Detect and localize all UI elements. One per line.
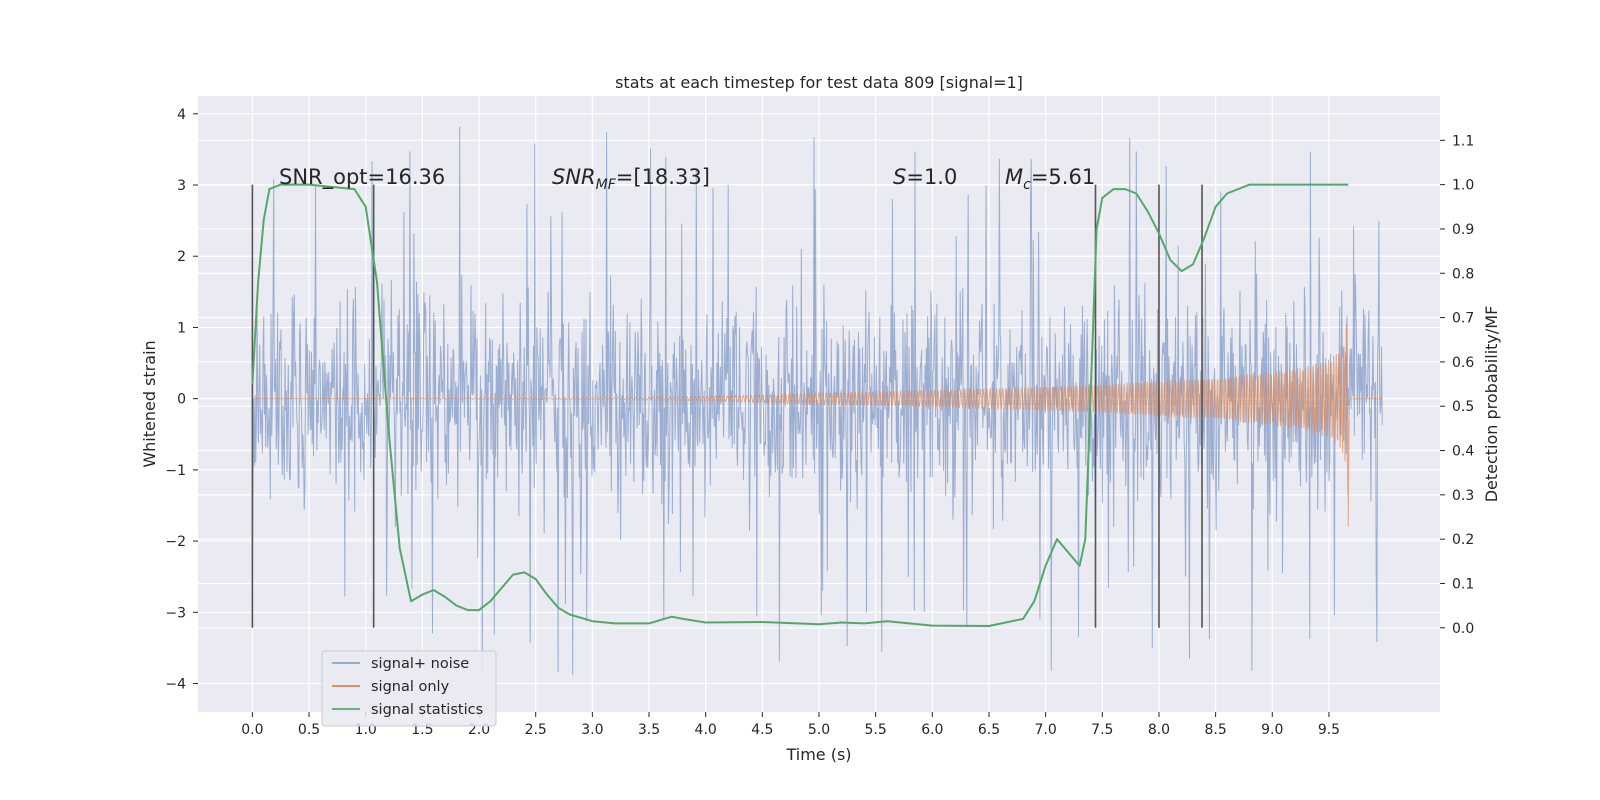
y-tick-label: −3 — [165, 605, 186, 621]
signal-noise-series — [251, 126, 1383, 676]
y-tick-label: 4 — [177, 107, 186, 123]
y2-tick-label: 0.7 — [1452, 311, 1474, 327]
snr-mf-annotation: SNRMF=[18.33] — [552, 165, 710, 193]
s-annotation: S=1.0 — [893, 165, 957, 189]
mc-sub: c — [1023, 177, 1031, 193]
y-axis-label: Whitened strain — [140, 340, 159, 467]
y2-tick-label: 1.0 — [1452, 178, 1474, 194]
y-tick-label: −1 — [165, 463, 186, 479]
x-tick-label: 7.0 — [1035, 722, 1057, 738]
x-tick-label: 6.0 — [921, 722, 943, 738]
s-rest: =1.0 — [906, 165, 957, 189]
signal-statistics-series — [251, 183, 1349, 627]
y-axis-ticks: 4 3 2 1 0 −1 −2 −3 −4 — [165, 107, 198, 693]
legend: signal+ noise signal only signal statist… — [321, 650, 497, 727]
y-tick-label: 3 — [177, 178, 186, 194]
signal-noise-line — [251, 126, 1383, 676]
y-tick-label: 1 — [177, 320, 186, 336]
y2-tick-label: 0.5 — [1452, 399, 1474, 415]
snr-mf-sub: MF — [596, 177, 617, 193]
x-tick-label: 8.5 — [1204, 722, 1226, 738]
x-tick-label: 4.0 — [695, 722, 717, 738]
x-tick-label: 9.0 — [1261, 722, 1283, 738]
mc-main: M — [1005, 165, 1023, 189]
legend-box — [321, 650, 497, 727]
x-tick-label: 9.5 — [1318, 722, 1340, 738]
x-tick-label: 4.5 — [751, 722, 773, 738]
y2-axis-label: Detection probability/MF — [1482, 306, 1501, 503]
y2-tick-label: 0.6 — [1452, 355, 1474, 371]
x-tick-label: 3.0 — [581, 722, 603, 738]
signal-only-series — [252, 323, 1383, 527]
y2-tick-label: 0.9 — [1452, 222, 1474, 238]
snr-opt-annotation: SNR_opt=16.36 — [279, 165, 445, 190]
snr-mf-rest: =[18.33] — [616, 165, 710, 189]
chart-title: stats at each timestep for test data 809… — [615, 73, 1023, 92]
y2-tick-label: 0.8 — [1452, 266, 1474, 282]
legend-label-noise: signal+ noise — [371, 656, 469, 672]
x-tick-label: 5.0 — [808, 722, 830, 738]
legend-label-stats: signal statistics — [371, 702, 483, 718]
y2-tick-label: 0.0 — [1452, 621, 1474, 637]
mc-annotation: Mc=5.61 — [1005, 165, 1095, 193]
y-tick-label: 2 — [177, 249, 186, 265]
y2-tick-label: 0.3 — [1452, 488, 1474, 504]
legend-label-signal: signal only — [371, 679, 450, 695]
y-tick-label: 0 — [177, 392, 186, 408]
x-axis-label: Time (s) — [785, 745, 851, 764]
signal-only-line — [252, 323, 1383, 527]
y2-tick-label: 0.2 — [1452, 532, 1474, 548]
y-tick-label: −2 — [165, 534, 186, 550]
x-tick-label: 5.5 — [865, 722, 887, 738]
snr-mf-main: SNR — [552, 165, 596, 189]
y2-tick-label: 0.4 — [1452, 444, 1474, 460]
s-main: S — [893, 165, 906, 189]
y-tick-label: −4 — [165, 677, 186, 693]
y2-tick-label: 1.1 — [1452, 133, 1474, 149]
y2-axis-ticks: 1.1 1.0 0.9 0.8 0.7 0.6 0.5 0.4 0.3 0.2 0.1 0.0 — [1440, 133, 1474, 637]
x-tick-label: 7.5 — [1091, 722, 1113, 738]
x-tick-label: 0.5 — [298, 722, 320, 738]
x-tick-label: 2.5 — [525, 722, 547, 738]
signal-statistics-line — [251, 183, 1349, 627]
mc-rest: =5.61 — [1031, 165, 1095, 189]
x-tick-label: 8.0 — [1148, 722, 1170, 738]
x-tick-label: 6.5 — [978, 722, 1000, 738]
x-tick-label: 3.5 — [638, 722, 660, 738]
y2-tick-label: 0.1 — [1452, 576, 1474, 592]
x-axis-ticks: 0.0 0.5 1.0 1.5 2.0 2.5 3.0 3.5 4.0 4.5 5.0 5.5 6.0 6… — [241, 712, 1340, 738]
x-tick-label: 0.0 — [241, 722, 263, 738]
